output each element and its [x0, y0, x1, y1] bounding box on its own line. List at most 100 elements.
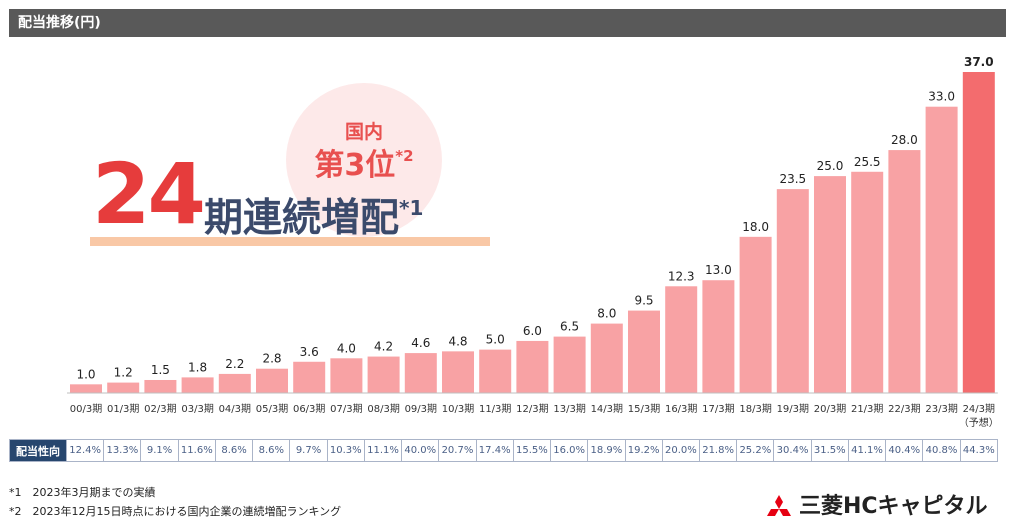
highlight-underline	[90, 237, 490, 246]
bar-01/3期	[107, 382, 140, 393]
value-label: 1.2	[114, 366, 133, 380]
payout-ratio-cell: 40.4%	[885, 439, 924, 462]
value-label: 18.0	[742, 220, 769, 234]
value-label: 23.5	[779, 172, 806, 186]
payout-ratio-cell: 20.7%	[438, 439, 477, 462]
value-label: 6.5	[560, 320, 579, 334]
bar-20/3期	[814, 176, 846, 393]
bar-00/3期	[70, 384, 102, 393]
streak-footnote-mark: *1	[399, 196, 424, 220]
bar-08/3期	[367, 356, 400, 393]
payout-ratio-cell: 16.0%	[550, 439, 589, 462]
three-diamonds-icon	[767, 495, 791, 516]
value-label: 13.0	[705, 263, 732, 277]
rank-badge-line1: 国内	[344, 121, 383, 143]
bar-04/3期	[218, 373, 251, 393]
category-label: 08/3期	[367, 403, 399, 415]
payout-ratio-row: 配当性向 12.4% 13.3% 9.1% 11.6% 8.6% 8.6% 9.7% 10.3…	[9, 439, 999, 462]
streak-text: 期連続増配	[204, 196, 400, 241]
category-sublabel: （予想）	[959, 416, 999, 429]
payout-ratio-cell: 20.0%	[661, 439, 700, 462]
footnote-2: *2 2023年12月15日時点における国内企業の連続増配ランキング	[9, 505, 342, 518]
bar-23/3期	[925, 106, 958, 394]
company-logo-text: 三菱HCキャピタル	[799, 494, 988, 519]
category-label: 02/3期	[144, 403, 176, 415]
payout-ratio-cell: 41.1%	[847, 439, 887, 462]
value-label: 8.0	[597, 307, 616, 321]
category-label: 18/3期	[739, 403, 771, 415]
value-label: 6.0	[523, 324, 542, 338]
bar-22/3期	[888, 150, 921, 393]
category-label: 04/3期	[219, 403, 251, 415]
payout-ratio-cell: 25.2%	[736, 439, 775, 462]
category-label: 06/3期	[293, 403, 325, 415]
payout-ratio-label: 配当性向	[9, 439, 67, 462]
payout-ratio-cell: 8.6%	[252, 439, 291, 462]
bar-19/3期	[776, 189, 809, 393]
value-label: 2.2	[225, 357, 244, 371]
rank-badge-line2: 第3位*2	[286, 140, 442, 184]
payout-ratio-cell: 12.4%	[65, 439, 105, 462]
value-label: 2.8	[262, 352, 281, 366]
category-label: 13/3期	[553, 403, 585, 415]
category-label: 14/3期	[591, 403, 623, 415]
payout-ratio-cell: 21.8%	[698, 439, 738, 462]
value-label: 9.5	[634, 294, 653, 308]
payout-ratio-cell: 13.3%	[103, 439, 142, 462]
payout-ratio-cell: 10.3%	[326, 439, 365, 462]
payout-ratio-cell: 11.6%	[177, 439, 216, 462]
payout-ratio-cell: 31.5%	[810, 439, 849, 462]
payout-ratio-cell: 9.1%	[140, 439, 179, 462]
bar-13/3期	[553, 336, 586, 393]
payout-ratio-cell: 30.4%	[773, 439, 812, 462]
category-label: 09/3期	[405, 403, 437, 415]
value-label: 1.5	[151, 363, 170, 377]
category-label: 07/3期	[330, 403, 362, 415]
bar-11/3期	[479, 349, 512, 393]
category-label: 11/3期	[479, 403, 511, 415]
payout-ratio-cell: 15.5%	[512, 439, 552, 462]
payout-ratio-cell: 40.0%	[401, 439, 440, 462]
category-label: 19/3期	[777, 403, 809, 415]
footnote-1: *1 2023年3月期までの実績	[9, 486, 156, 499]
category-label: 03/3期	[181, 403, 213, 415]
value-label: 12.3	[668, 269, 695, 283]
bar-07/3期	[330, 358, 363, 393]
payout-ratio-cell: 17.4%	[475, 439, 514, 462]
value-label: 25.0	[817, 159, 844, 173]
rank-badge	[286, 83, 442, 237]
payout-ratio-cell: 11.1%	[363, 439, 403, 462]
value-label: 28.0	[891, 133, 918, 147]
bar-24/3期	[962, 72, 995, 393]
section-header: 配当推移(円)	[9, 9, 1006, 37]
value-label: 1.0	[76, 367, 95, 381]
bar-14/3期	[590, 323, 623, 393]
payout-ratio-cell: 18.9%	[587, 439, 626, 462]
bar-12/3期	[516, 340, 549, 393]
category-label: 12/3期	[516, 403, 548, 415]
payout-ratio-cell: 8.6%	[214, 439, 254, 462]
bar-02/3期	[144, 379, 177, 393]
dividend-bar-chart: 1.0 00/3期 1.2 01/3期 1.5 02/3期 1.8 03/3期 2.2 04/3期…	[67, 55, 999, 429]
rank-text: 第3位	[314, 148, 396, 183]
category-label: 01/3期	[107, 403, 139, 415]
bar-17/3期	[702, 280, 735, 393]
category-label: 05/3期	[256, 403, 288, 415]
bar-10/3期	[442, 351, 474, 393]
payout-ratio-cell: 19.2%	[624, 439, 663, 462]
category-label: 15/3期	[628, 403, 660, 415]
bar-09/3期	[404, 353, 437, 393]
category-label: 23/3期	[925, 403, 957, 415]
category-label: 21/3期	[851, 403, 883, 415]
payout-ratio-cell: 44.3%	[959, 439, 999, 462]
value-label: 33.0	[928, 90, 955, 104]
value-label: 1.8	[188, 360, 207, 374]
category-label: 20/3期	[814, 403, 846, 415]
category-label: 16/3期	[665, 403, 697, 415]
value-label: 37.0	[964, 55, 994, 69]
bar-03/3期	[181, 377, 214, 393]
value-label: 3.6	[300, 345, 319, 359]
category-label: 22/3期	[888, 403, 920, 415]
bar-21/3期	[851, 171, 884, 393]
streak-label: 期連続増配*1	[204, 198, 423, 238]
